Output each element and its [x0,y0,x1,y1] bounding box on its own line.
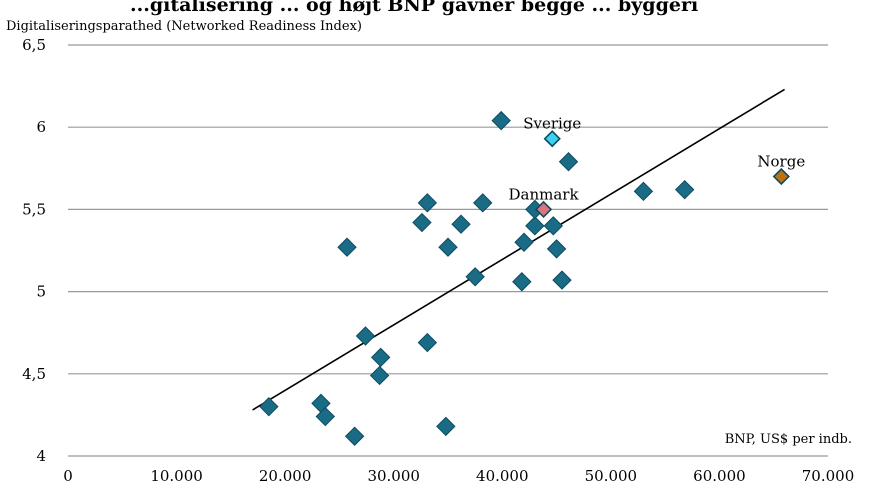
x-tick-label: 10.000 [150,467,203,485]
point-label: Norge [757,153,805,171]
highlighted-point [534,200,553,219]
highlighted-point [543,130,561,148]
scatter-point [491,110,511,131]
scatter-point [465,267,485,287]
data-points [259,110,695,446]
scatter-point [436,416,456,437]
trendline [252,88,785,411]
y-tick-label: 6,5 [22,36,46,54]
scatter-point [558,152,579,172]
scatter-point [259,396,279,417]
highlighted-point [772,167,790,186]
chart-title: ...gitalisering ... og højt BNP gavner b… [130,0,698,16]
scatter-point [514,232,534,252]
point-label: Danmark [509,185,580,203]
scatter-point [369,365,390,386]
scatter-point [370,347,391,368]
scatter-point [633,181,654,202]
scatter-point [417,193,438,213]
x-tick-label: 60.000 [693,467,746,485]
y-axis-label: Digitaliseringsparathed (Networked Readi… [6,19,362,34]
y-tick-label: 4,5 [22,365,46,383]
scatter-point [674,179,695,200]
y-tick-labels: 4 4,5 5 5,5 6 6,5 [22,36,46,465]
scatter-point [552,270,572,290]
y-tick-label: 5,5 [22,200,46,218]
scatter-point [546,239,567,259]
scatter-point [525,216,545,236]
x-tick-label: 70.000 [802,467,855,485]
scatter-point [512,272,532,292]
scatter-point [438,237,458,257]
y-tick-label: 4 [36,447,46,465]
scatter-point [417,332,438,353]
scatter-point [412,212,432,233]
scatter-point [543,216,564,236]
x-tick-label: 0 [63,467,73,485]
scatter-point [451,214,471,234]
scatter-point [337,237,357,257]
scatter-point [473,193,493,213]
point-label: Sverige [523,115,581,133]
highlighted-points: Sverige Danmark Norge [509,115,805,219]
y-tick-label: 5 [36,283,46,301]
x-tick-label: 50.000 [585,467,638,485]
x-axis-label: BNP, US$ per indb. [725,432,852,447]
y-tick-label: 6 [36,118,46,136]
scatter-point [344,426,365,446]
x-tick-label: 40.000 [476,467,529,485]
x-tick-label: 30.000 [367,467,420,485]
scatter-point [315,406,336,427]
x-tick-labels: 0 10.000 20.000 30.000 40.000 50.000 60.000 70.… [63,467,854,485]
x-tick-label: 20.000 [259,467,312,485]
scatter-point [355,326,376,346]
